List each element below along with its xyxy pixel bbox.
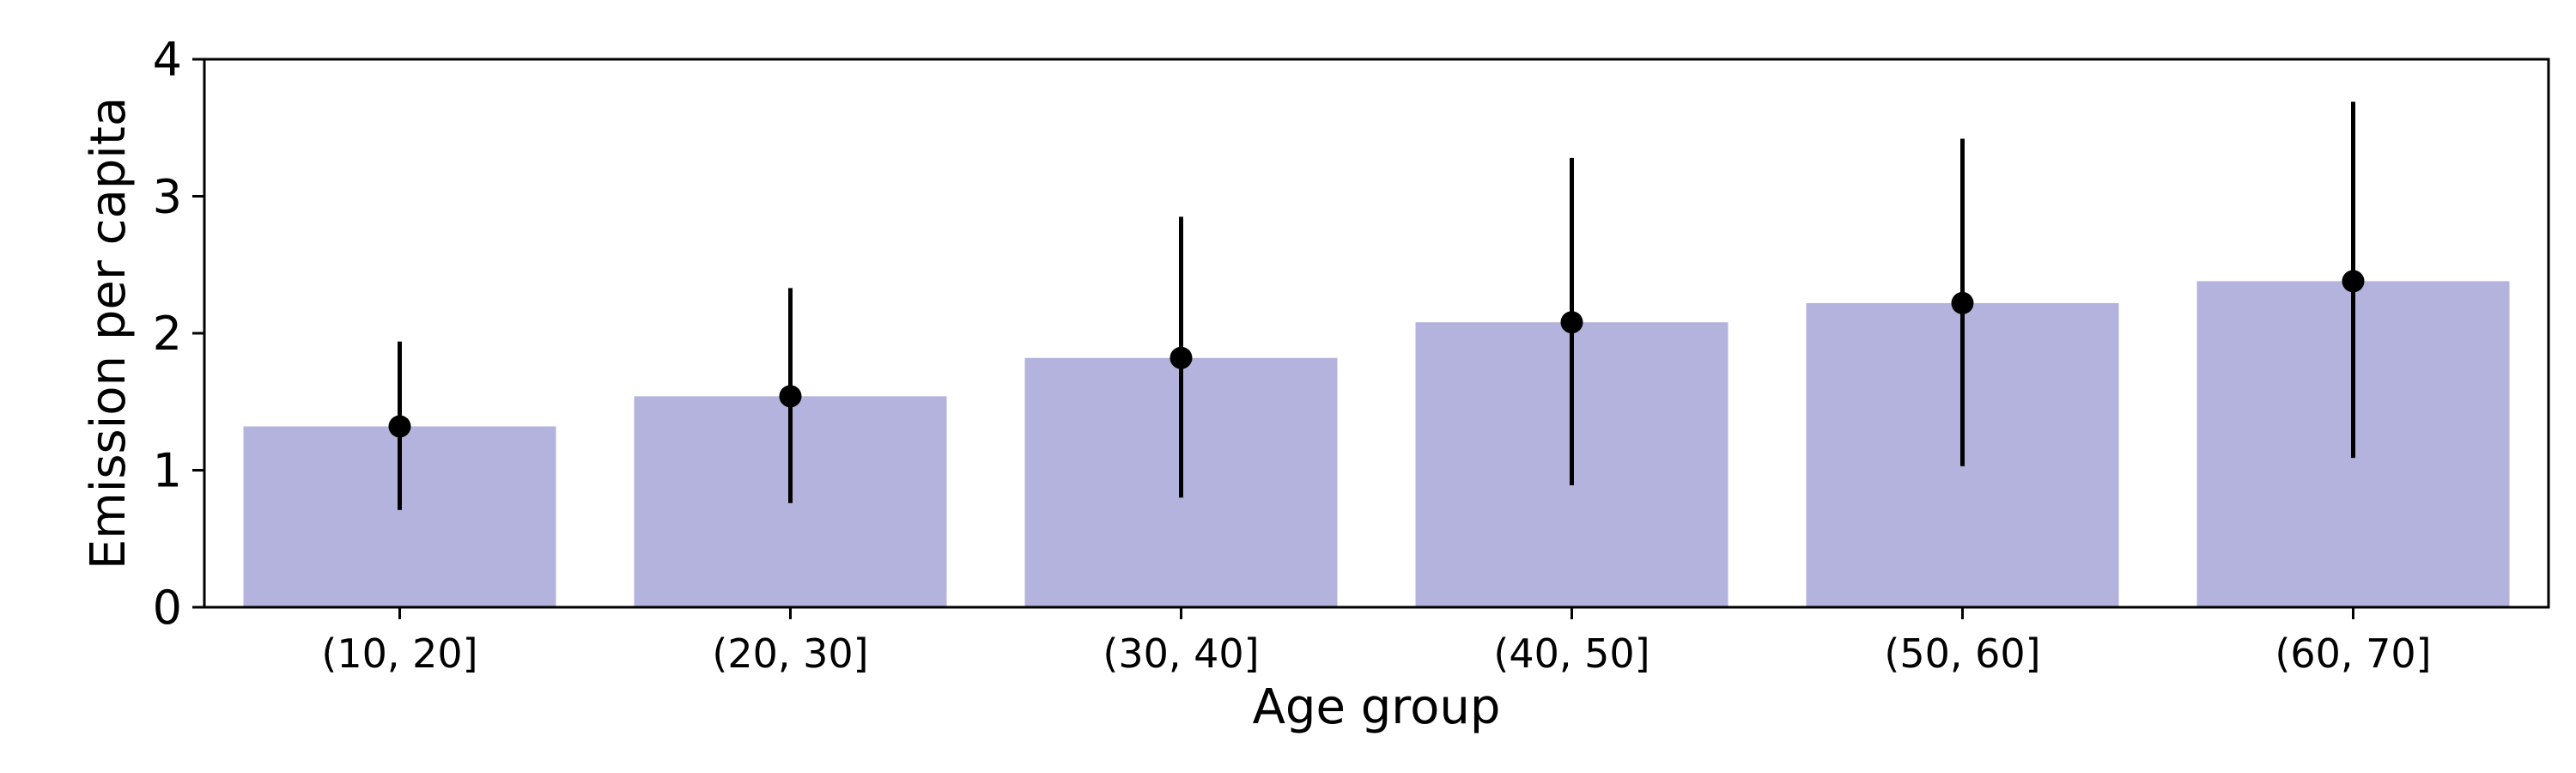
x-tick-label: (40, 50] xyxy=(1493,630,1649,677)
mean-point xyxy=(2342,270,2365,293)
mean-points xyxy=(388,270,2365,438)
x-axis-label: Age group xyxy=(1253,679,1501,735)
mean-point xyxy=(779,385,802,408)
y-tick-label: 0 xyxy=(153,581,182,635)
x-tick-label: (10, 20] xyxy=(321,630,477,677)
x-tick-label: (50, 60] xyxy=(1884,630,2040,677)
mean-point xyxy=(1560,311,1583,334)
x-tick-label: (30, 40] xyxy=(1103,630,1259,677)
mean-point xyxy=(1951,291,1974,314)
bars xyxy=(243,281,2510,607)
y-tick-label: 4 xyxy=(153,33,182,87)
x-axis-ticks: (10, 20] (20, 30] (30, 40] (40, 50] (50, 60]… xyxy=(321,607,2432,677)
y-tick-label: 1 xyxy=(153,444,182,498)
y-axis-ticks: 0 1 2 3 4 xyxy=(153,33,204,635)
x-tick-label: (60, 70] xyxy=(2275,630,2431,677)
mean-point xyxy=(388,415,411,438)
y-tick-label: 2 xyxy=(153,307,182,361)
mean-point xyxy=(1170,346,1193,369)
y-axis-label: Emission per capita xyxy=(81,97,137,569)
x-tick-label: (20, 30] xyxy=(712,630,868,677)
y-tick-label: 3 xyxy=(153,170,182,224)
